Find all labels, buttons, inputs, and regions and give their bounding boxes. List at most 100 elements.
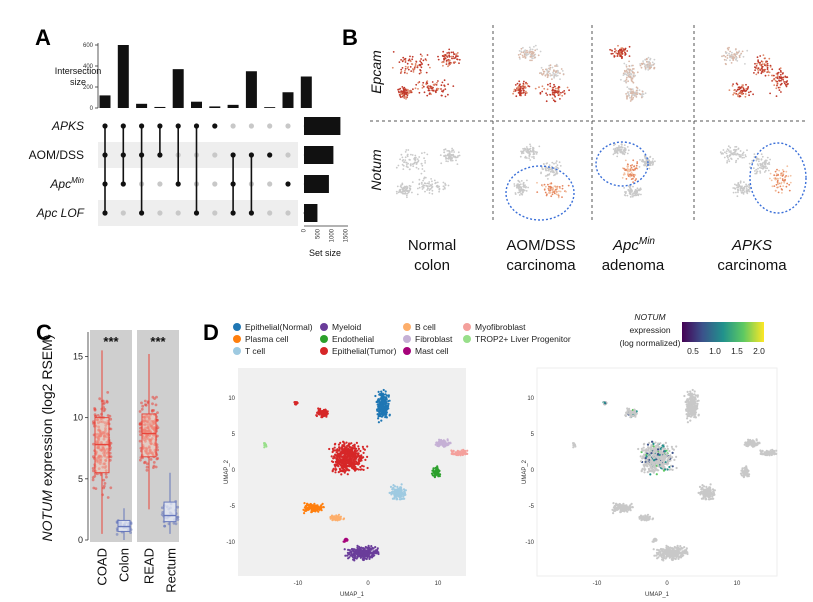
box — [163, 501, 177, 523]
tsne-cell — [777, 173, 779, 176]
tsne-cell — [632, 173, 635, 176]
umap-cell — [361, 558, 365, 561]
tsne-cell — [616, 155, 619, 158]
tsne-cell — [402, 56, 405, 59]
tsne-cell — [531, 57, 534, 60]
tsne-cell — [745, 191, 748, 193]
umap-cell — [689, 390, 692, 393]
tsne-cell — [627, 175, 630, 178]
umap-cell — [360, 550, 363, 554]
jitter-point — [106, 391, 110, 394]
tsne-cell — [551, 74, 554, 76]
tsne-cell — [553, 89, 556, 92]
umap-cell — [362, 456, 365, 459]
tsne-cell — [421, 87, 424, 89]
umap-cell — [370, 548, 373, 551]
umap-cell — [337, 471, 340, 474]
tsne-cell — [723, 54, 725, 57]
jitter-point — [115, 533, 119, 536]
intersection-tick-label: 600 — [83, 43, 94, 49]
tsne-cell — [523, 147, 526, 150]
tsne-cell — [421, 164, 424, 167]
tsne-cell — [527, 186, 529, 189]
tsne-cell — [442, 61, 445, 63]
tsne-cell — [415, 156, 417, 159]
tsne-cell — [522, 46, 524, 49]
tsne-cell — [765, 61, 767, 64]
matrix-dot-filled — [285, 181, 291, 187]
boxplot-tick-label: 5 — [78, 474, 83, 484]
tsne-cell — [447, 65, 449, 68]
tsne-cell — [775, 173, 778, 175]
tsne-cell — [643, 164, 646, 167]
tsne-cell — [525, 51, 527, 53]
tsne-cell — [551, 78, 553, 80]
tsne-cell — [768, 71, 771, 74]
umap-cell — [689, 404, 692, 408]
tsne-cell — [525, 150, 528, 153]
tsne-cell — [403, 93, 406, 96]
tsne-cell — [518, 194, 521, 196]
tsne-cell — [610, 52, 613, 55]
tsne-cell — [737, 93, 740, 95]
umap-y-tick-label: 5 — [232, 432, 236, 438]
tsne-cell — [627, 93, 630, 95]
tsne-cell — [451, 159, 454, 162]
tsne-cell — [547, 74, 549, 77]
tsne-cell — [558, 161, 561, 164]
tsne-cell — [724, 151, 726, 154]
tsne-cell — [443, 84, 446, 87]
umap-y-tick-label: -10 — [226, 540, 235, 546]
umap-cell — [639, 455, 642, 458]
tsne-cell — [653, 58, 656, 61]
tsne-cell — [523, 53, 526, 56]
tsne-cell — [766, 60, 768, 63]
tsne-cell — [630, 88, 632, 90]
tsne-cell — [559, 165, 562, 167]
legend-label: Epithelial(Tumor) — [332, 346, 397, 356]
tsne-cell — [538, 86, 540, 89]
tsne-cell — [400, 184, 402, 187]
tsne-cell — [636, 161, 639, 163]
condition-apcmin-line1: ApcMin — [612, 236, 655, 254]
umap-cell — [377, 417, 380, 420]
tsne-cell — [518, 191, 521, 194]
tsne-cell — [632, 75, 635, 78]
umap-cell — [450, 452, 453, 455]
tsne-cell — [726, 154, 729, 157]
umap-x-tick-label: -10 — [294, 581, 303, 587]
tsne-cell — [452, 53, 455, 55]
tsne-cell — [547, 183, 549, 186]
tsne-cell — [627, 189, 630, 191]
tsne-cell — [445, 160, 448, 163]
tsne-cell — [555, 70, 558, 72]
tsne-cell — [427, 187, 429, 190]
tsne-cell — [447, 157, 450, 160]
matrix-dot-empty — [212, 210, 218, 216]
tsne-cell — [635, 93, 638, 96]
tsne-cell — [408, 184, 411, 187]
umap-cell — [686, 390, 689, 393]
tsne-cell — [732, 187, 735, 189]
umap-cell — [340, 473, 343, 476]
tsne-cell — [546, 70, 549, 73]
jitter-point — [160, 506, 164, 510]
tsne-cell — [625, 69, 628, 72]
umap-cell — [693, 390, 696, 393]
panel-letter-b: B — [342, 25, 358, 50]
tsne-cell — [632, 81, 635, 84]
umap-cell — [311, 504, 314, 507]
umap-cell — [349, 461, 352, 464]
umap-cell — [333, 446, 336, 449]
tsne-cell — [431, 89, 434, 92]
umap-cell — [367, 544, 370, 548]
tsne-cell — [636, 187, 639, 190]
umap-cell — [357, 445, 360, 448]
tsne-cell — [533, 153, 536, 155]
tsne-cell — [415, 61, 418, 63]
set-size-bar — [304, 204, 318, 222]
tsne-cell — [452, 85, 455, 87]
tsne-cell — [442, 188, 445, 191]
tsne-cell — [544, 191, 547, 194]
